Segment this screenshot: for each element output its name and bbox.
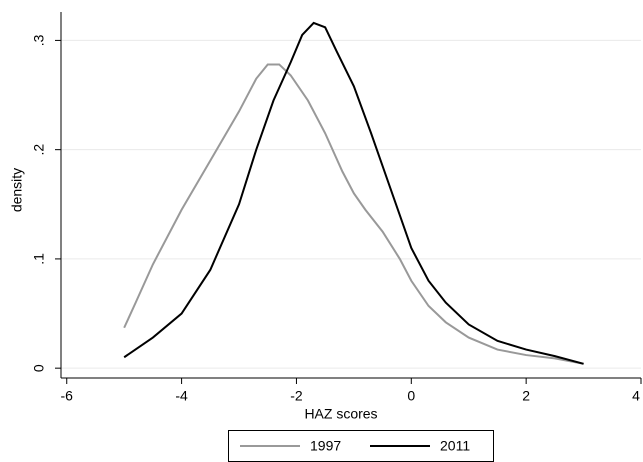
y-tick-label: .1 — [31, 253, 47, 265]
x-tick-label: -4 — [175, 388, 188, 404]
x-tick-label: 4 — [632, 388, 640, 404]
y-tick-label: .3 — [31, 34, 47, 46]
legend-label: 2011 — [440, 438, 470, 454]
y-tick-label: 0 — [31, 364, 47, 372]
series-line — [123, 21, 584, 365]
x-tick-label: -2 — [290, 388, 303, 404]
x-tick-label: 0 — [407, 388, 415, 404]
series-line — [123, 63, 584, 365]
legend-label: 1997 — [310, 438, 341, 454]
y-tick-label: .2 — [31, 144, 47, 156]
x-axis-label: HAZ scores — [304, 406, 377, 422]
x-tick-label: -6 — [61, 388, 74, 404]
x-tick-label: 2 — [522, 388, 530, 404]
y-axis-label: density — [9, 168, 25, 212]
